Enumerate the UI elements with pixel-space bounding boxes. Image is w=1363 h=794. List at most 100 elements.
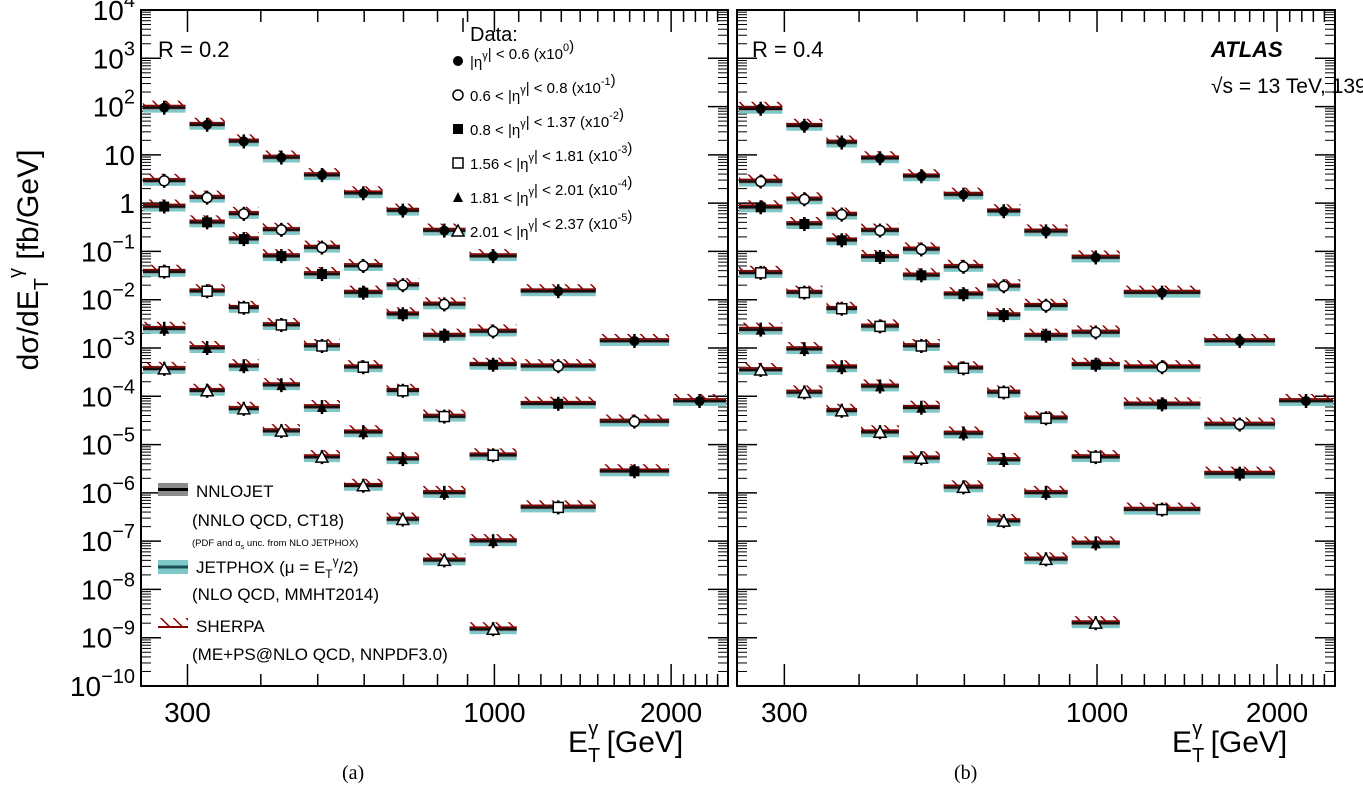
data-point — [488, 536, 499, 547]
data-point — [799, 120, 810, 131]
data-legend-header: Data: — [470, 24, 518, 46]
data-point — [238, 136, 249, 147]
data-point — [316, 241, 328, 254]
atlas-label: ATLAS — [1210, 37, 1283, 62]
data-point — [357, 260, 370, 272]
data-point — [916, 270, 927, 281]
data-point — [552, 501, 564, 514]
data-point — [998, 206, 1009, 217]
data-point — [1233, 418, 1246, 431]
data-point — [998, 310, 1009, 321]
y-tick-label: 10−2 — [81, 280, 135, 316]
data-legend: Data: |ηγ| < 0.6 (x100)0.6 < |ηγ| < 0.8 … — [450, 18, 632, 241]
data-point — [238, 361, 249, 372]
data-point — [156, 361, 172, 375]
nnlojet-label: NNLOJET — [196, 482, 273, 501]
data-markers-a — [156, 100, 705, 637]
data-point — [875, 381, 886, 392]
data-point — [1157, 399, 1168, 410]
data-point — [159, 102, 170, 113]
data-point — [439, 330, 450, 341]
theory-legend: NNLOJET (NNLO QCD, CT18) (PDF and αs unc… — [158, 482, 448, 664]
legend-label: 1.56 < |ηγ| < 1.81 (x10-3) — [470, 140, 632, 173]
data-point — [316, 401, 327, 412]
data-point — [238, 234, 249, 245]
data-point — [1156, 361, 1168, 373]
data-point — [438, 298, 451, 311]
data-point — [1040, 487, 1051, 498]
data-point — [316, 340, 328, 352]
data-point — [276, 380, 287, 391]
data-point — [201, 191, 213, 204]
nnlojet-note: (PDF and αs unc. from NLO JETPHOX) — [192, 538, 358, 551]
data-point — [358, 188, 369, 199]
data-point — [1090, 538, 1101, 549]
data-point — [754, 267, 767, 279]
data-point — [316, 170, 327, 181]
data-point — [1040, 412, 1052, 425]
x-tick-label: 2000 — [1246, 697, 1308, 728]
data-point — [202, 217, 213, 228]
x-axis-ticks-b: 300 1000 2000 — [761, 10, 1326, 728]
y-axis-ticks-b — [737, 9, 1335, 687]
x-tick-label: 2000 — [640, 697, 702, 728]
x-axis-ticks-a: 300 1000 2000 — [164, 10, 719, 728]
data-point — [202, 119, 213, 130]
data-point — [202, 343, 213, 353]
legend-marker — [453, 56, 463, 66]
y-tick-label: 10−9 — [81, 618, 135, 654]
data-point — [998, 454, 1009, 465]
data-point — [439, 225, 450, 236]
data-point — [915, 243, 928, 256]
data-point — [798, 193, 811, 206]
jetphox-sub: (NLO QCD, MMHT2014) — [192, 585, 379, 604]
data-point — [1301, 395, 1312, 406]
legend-marker — [452, 157, 464, 169]
y-tick-label: 10−3 — [81, 328, 135, 364]
data-point — [875, 153, 886, 164]
theory-bands-b — [739, 101, 1333, 629]
data-point — [238, 208, 250, 220]
data-point — [1040, 226, 1051, 237]
y-tick-label: 10 — [104, 140, 135, 171]
data-point — [488, 359, 499, 370]
data-point — [755, 103, 766, 114]
data-point — [915, 340, 928, 352]
legend-marker — [453, 124, 463, 134]
sherpa-sub: (ME+PS@NLO QCD, NNPDF3.0) — [192, 645, 448, 664]
data-point — [835, 208, 848, 221]
data-point — [358, 287, 369, 298]
data-point — [1089, 326, 1102, 339]
data-point — [274, 423, 289, 437]
y-axis-title: dσ/dETγ [fb/GeV] — [5, 150, 53, 371]
data-point — [875, 251, 886, 262]
data-point — [397, 309, 408, 320]
legend-marker — [450, 223, 466, 237]
data-point — [1234, 335, 1245, 346]
data-point — [628, 415, 641, 428]
data-point — [159, 201, 170, 212]
data-point — [1157, 287, 1168, 298]
y-tick-label: 10−5 — [81, 425, 135, 461]
legend-marker — [453, 192, 463, 202]
data-point — [201, 285, 213, 297]
data-point — [755, 324, 766, 335]
data-point — [275, 319, 288, 331]
data-point — [956, 479, 971, 494]
data-point — [694, 395, 705, 406]
data-point — [159, 323, 170, 334]
plot-frame-b — [736, 9, 1336, 687]
data-point — [997, 280, 1010, 293]
data-point — [958, 189, 969, 200]
x-tick-label: 300 — [761, 697, 808, 728]
y-tick-label: 1 — [119, 188, 135, 219]
data-point — [874, 320, 886, 333]
data-point — [1038, 551, 1054, 566]
data-point — [916, 402, 927, 413]
data-point — [914, 450, 929, 465]
x-axis-title-b: ETγ [GeV] — [1172, 718, 1287, 767]
data-point — [439, 487, 450, 498]
theory-bands-a — [143, 100, 726, 635]
x-axis-title-a: ETγ [GeV] — [568, 718, 683, 767]
y-tick-label: 10−1 — [81, 231, 135, 267]
